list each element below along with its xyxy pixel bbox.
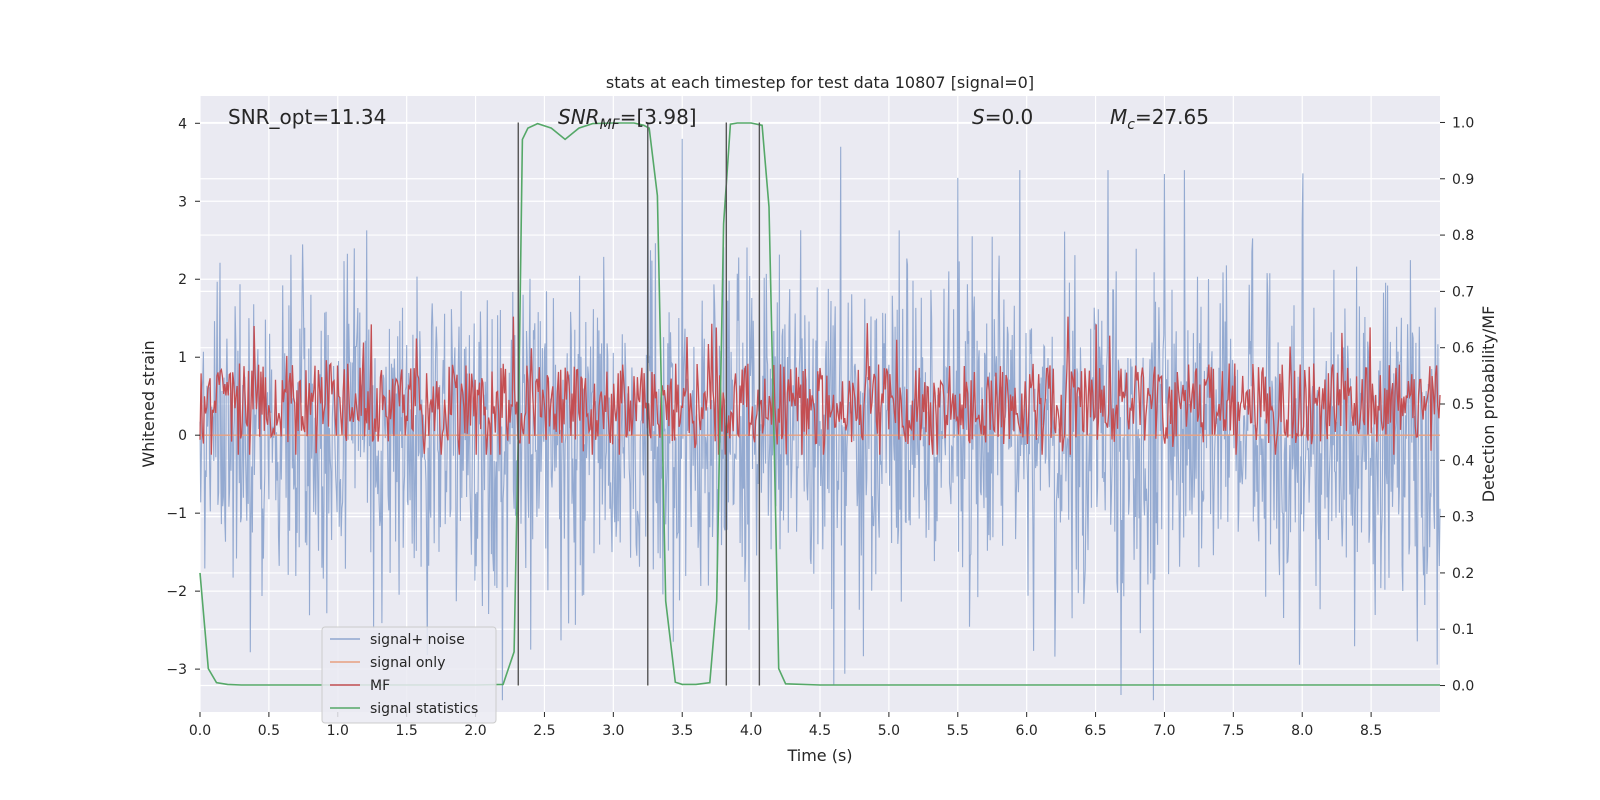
y-tick-label: 1 [178,350,187,366]
y-tick-label: 2 [178,272,187,288]
annotation-mc: Mc=27.65 [1110,105,1209,133]
x-tick-label: 6.5 [1084,723,1106,739]
legend-label-signal-noise: signal+ noise [370,632,465,648]
ticks: 0.0 0.5 1.0 1.5 2.0 2.5 3.0 3.5 4.0 4.5 5.0 5.5 6.0 6… [166,115,1474,739]
y-right-tick-label: 0.8 [1452,228,1474,244]
y-tick-label: −2 [166,584,187,600]
y-right-tick-label: 0.4 [1452,453,1474,469]
y-right-tick-label: 0.6 [1452,341,1474,357]
annotation-mc-subscript: c [1127,117,1135,133]
annotation-s: S=0.0 [972,105,1033,129]
x-tick-label: 5.5 [947,723,969,739]
annotation-s-label: S [972,105,985,129]
y-right-tick-label: 0.1 [1452,622,1474,638]
chart-title: stats at each timestep for test data 108… [606,73,1034,92]
x-tick-label: 0.0 [189,723,211,739]
y-right-tick-label: 0.3 [1452,510,1474,526]
series-signal-noise [199,123,1441,701]
annotation-s-value: =0.0 [985,105,1034,129]
x-tick-label: 3.0 [602,723,624,739]
legend-label-signal-only: signal only [370,655,445,671]
y-tick-label: 4 [178,116,187,132]
x-tick-label: 7.5 [1222,723,1244,739]
y-right-tick-label: 1.0 [1452,115,1474,131]
x-tick-label: 6.0 [1016,723,1038,739]
y-right-tick-label: 0.7 [1452,284,1474,300]
x-tick-label: 7.0 [1153,723,1175,739]
x-tick-label: 5.0 [878,723,900,739]
x-tick-label: 8.5 [1360,723,1382,739]
annotation-snr-mf-value: =[3.98] [620,105,697,129]
annotation-mc-label: M [1110,105,1127,129]
series-mf [199,316,1441,455]
x-tick-label: 3.5 [671,723,693,739]
annotation-snr-mf-subscript: MF [600,117,621,133]
legend-box [321,626,497,724]
y-right-tick-label: 0.0 [1452,679,1474,695]
x-tick-label: 0.5 [258,723,280,739]
vertical-markers [517,122,761,686]
grid [199,96,1440,712]
annotation-mc-value: =27.65 [1135,105,1209,129]
y-tick-label: −3 [166,662,187,678]
annotation-snr-mf: SNRMF=[3.98] [558,105,697,133]
legend-label-mf: MF [370,678,390,694]
y-tick-label: 3 [178,194,187,210]
y-right-tick-label: 0.2 [1452,566,1474,582]
y-axis-label: Whitened strain [139,340,158,467]
y-tick-label: −1 [166,506,187,522]
x-tick-label: 2.0 [464,723,486,739]
annotation-snr-mf-label: SNR [558,105,600,129]
y-tick-label: 0 [178,428,187,444]
x-tick-label: 1.0 [327,723,349,739]
x-axis-label: Time (s) [786,746,852,765]
annotation-snr-opt: SNR_opt=11.34 [228,105,386,129]
legend-label-signal-statistics: signal statistics [370,701,478,717]
x-tick-label: 8.0 [1291,723,1313,739]
x-tick-label: 4.0 [740,723,762,739]
x-tick-label: 1.5 [396,723,418,739]
x-tick-label: 2.5 [533,723,555,739]
y-right-axis-label: Detection probability/MF [1479,306,1498,503]
y-right-tick-label: 0.5 [1452,397,1474,413]
legend: signal+ noise signal only MF signal stat… [321,626,497,724]
x-tick-label: 4.5 [809,723,831,739]
y-right-tick-label: 0.9 [1452,172,1474,188]
